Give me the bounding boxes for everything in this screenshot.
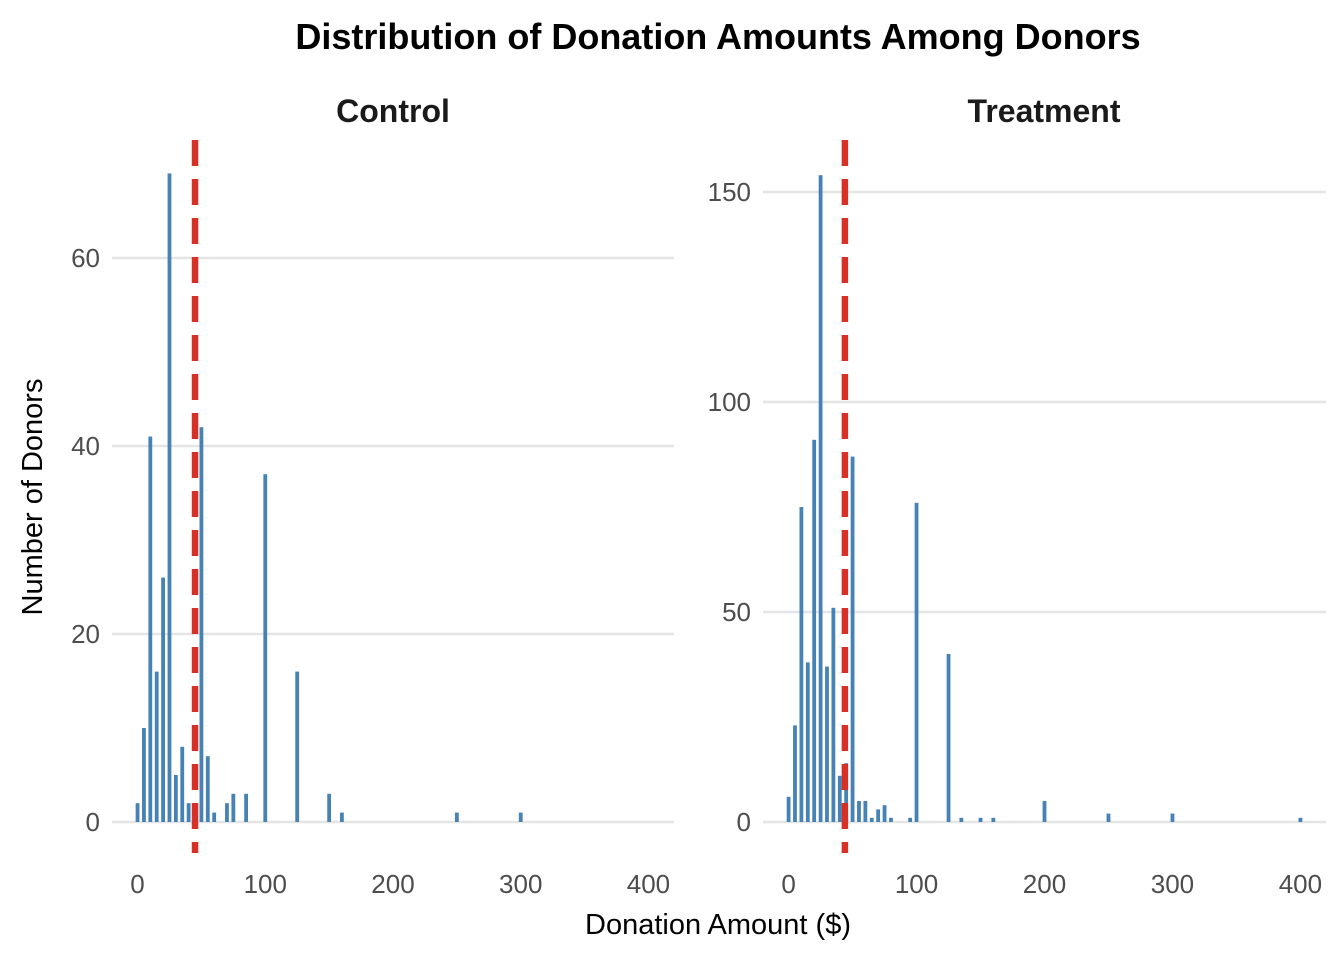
bar-treatment-65 [869, 817, 874, 822]
bar-treatment-30 [825, 666, 829, 822]
bar-treatment-60 [863, 801, 868, 822]
bar-control-100 [263, 474, 268, 822]
bar-treatment-400 [1298, 817, 1303, 822]
bar-treatment-25 [818, 175, 823, 822]
x-tick-label-control-200: 200 [371, 869, 414, 899]
bar-control-300 [518, 812, 523, 822]
bar-control-125 [295, 671, 300, 822]
bar-treatment-5 [793, 725, 797, 822]
x-tick-label-control-400: 400 [627, 869, 670, 899]
y-tick-label-treatment-150: 150 [708, 177, 751, 207]
bar-control-25 [167, 173, 172, 822]
bar-treatment-70 [876, 809, 881, 822]
x-tick-label-control-100: 100 [244, 869, 287, 899]
bar-treatment-150 [978, 817, 983, 822]
y-axis-title: Number of Donors [17, 379, 49, 616]
panel-title-control: Control [336, 93, 450, 129]
x-tick-label-treatment-200: 200 [1023, 869, 1066, 899]
bar-treatment-75 [882, 805, 887, 822]
bar-control-35 [180, 746, 185, 822]
bar-control-30 [173, 775, 178, 822]
x-tick-label-treatment-400: 400 [1279, 869, 1322, 899]
x-tick-label-treatment-300: 300 [1151, 869, 1194, 899]
bar-treatment-55 [857, 801, 861, 822]
bar-control-75 [231, 793, 236, 822]
bar-control-85 [244, 793, 249, 822]
bar-treatment-15 [805, 662, 810, 822]
bar-treatment-40 [837, 775, 842, 822]
x-axis-title: Donation Amount ($) [585, 909, 851, 941]
bar-treatment-300 [1170, 813, 1175, 822]
y-tick-label-control-0: 0 [86, 807, 100, 837]
bar-control-160 [340, 812, 344, 822]
bar-control-150 [327, 793, 332, 822]
bar-treatment-100 [914, 502, 919, 822]
y-tick-label-control-60: 60 [71, 243, 100, 273]
y-tick-label-treatment-0: 0 [737, 807, 751, 837]
bar-treatment-45 [844, 763, 849, 822]
chart-title: Distribution of Donation Amounts Among D… [295, 16, 1140, 57]
bar-treatment-20 [812, 439, 817, 822]
x-tick-label-control-0: 0 [130, 869, 144, 899]
bar-treatment-160 [991, 817, 996, 822]
bar-treatment-0 [786, 796, 791, 822]
panel-control: Control 0 20 40 60 0 100 200 300 400 [71, 93, 674, 899]
bar-control-70 [225, 803, 229, 822]
x-tick-label-treatment-100: 100 [895, 869, 938, 899]
x-tick-label-treatment-0: 0 [781, 869, 795, 899]
bar-control-60 [212, 812, 217, 822]
bar-control-15 [154, 671, 159, 822]
x-tick-label-control-300: 300 [499, 869, 542, 899]
panel-title-treatment: Treatment [968, 93, 1121, 129]
bar-treatment-10 [799, 507, 804, 822]
y-tick-label-control-40: 40 [71, 431, 100, 461]
bar-treatment-35 [831, 607, 836, 822]
bar-control-250 [454, 812, 459, 822]
bar-control-20 [161, 577, 165, 822]
bar-control-40 [186, 803, 191, 822]
bar-control-0 [135, 803, 140, 822]
bar-control-55 [205, 756, 210, 822]
bar-treatment-200 [1042, 801, 1047, 822]
panel-treatment: Treatment 0 50 100 150 0 100 200 300 400 [708, 93, 1326, 899]
bar-control-10 [148, 436, 153, 822]
y-tick-label-treatment-50: 50 [722, 597, 751, 627]
bar-control-5 [142, 728, 146, 822]
bar-treatment-135 [959, 817, 964, 822]
bar-treatment-80 [889, 817, 893, 822]
y-tick-label-control-20: 20 [71, 619, 100, 649]
y-tick-label-treatment-100: 100 [708, 387, 751, 417]
bar-control-50 [199, 427, 204, 822]
bar-treatment-125 [946, 654, 951, 822]
bar-treatment-95 [908, 817, 913, 822]
bar-treatment-250 [1106, 813, 1111, 822]
bar-treatment-50 [850, 456, 855, 822]
